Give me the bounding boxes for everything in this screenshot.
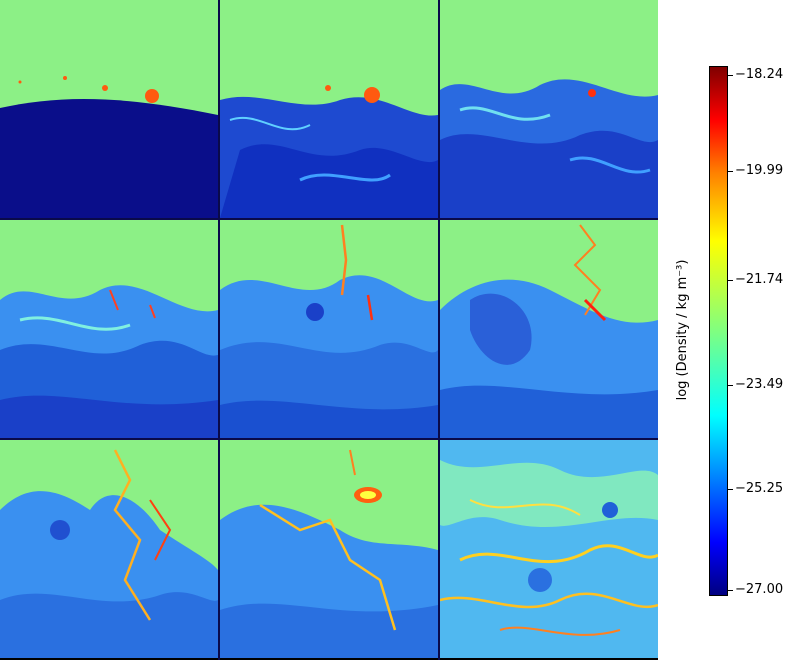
panel-divider-horizontal-1 — [0, 218, 658, 220]
colorbar — [709, 66, 728, 596]
colorbar-tick — [727, 75, 733, 76]
simulation-panel-grid — [0, 0, 658, 660]
panel-divider-vertical-2 — [438, 0, 440, 660]
colorbar-tick-label: −19.99 — [735, 163, 784, 178]
panel-divider-horizontal-2 — [0, 438, 658, 440]
panel-3 — [440, 0, 658, 218]
colorbar-tick — [727, 385, 733, 386]
panel-5 — [220, 220, 438, 438]
panel-7 — [0, 440, 218, 658]
panel-8 — [220, 440, 438, 658]
panel-1 — [0, 0, 218, 218]
colorbar-tick — [727, 489, 733, 490]
colorbar-tick — [727, 590, 733, 591]
panel-4 — [0, 220, 218, 438]
panel-6 — [440, 220, 658, 438]
colorbar-tick-label: −18.24 — [735, 67, 784, 82]
colorbar-tick-label: −23.49 — [735, 377, 784, 392]
colorbar-tick-label: −27.00 — [735, 582, 784, 597]
colorbar-tick — [727, 280, 733, 281]
colorbar-tick-label: −21.74 — [735, 272, 784, 287]
colorbar-tick-label: −25.25 — [735, 481, 784, 496]
colorbar-label: log (Density / kg m⁻³) — [675, 259, 690, 401]
colorbar-tick — [727, 171, 733, 172]
panel-9 — [440, 440, 658, 658]
panel-divider-vertical-1 — [218, 0, 220, 660]
panel-2 — [220, 0, 438, 218]
